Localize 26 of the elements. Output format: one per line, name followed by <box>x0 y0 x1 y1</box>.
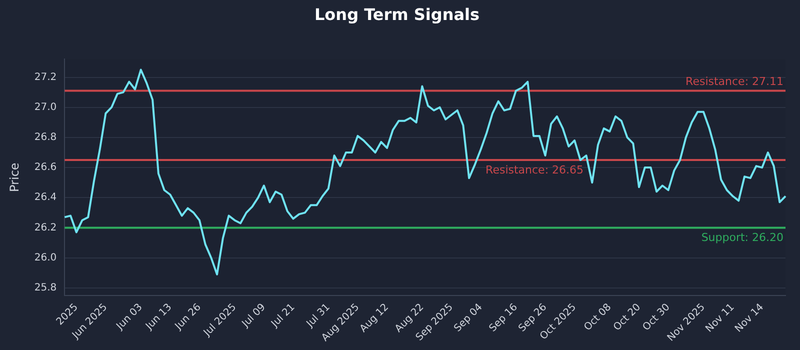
ref-line-label: Support: 26.20 <box>701 231 784 244</box>
y-tick-label: 26.0 <box>34 252 57 264</box>
y-tick-label: 26.8 <box>34 132 57 144</box>
y-tick-label: 25.8 <box>34 282 57 294</box>
y-tick-label: 27.0 <box>34 102 57 113</box>
x-tick-label: Oct 20 <box>612 302 643 334</box>
y-tick-label: 27.2 <box>34 72 57 83</box>
x-tick-label: Oct 30 <box>641 302 672 334</box>
x-tick-label: Sep 16 <box>488 302 520 334</box>
x-tick-label: Jul 09 <box>240 302 268 330</box>
ref-line-label: Resistance: 27.11 <box>686 75 784 88</box>
y-tick-label: 26.2 <box>34 222 57 234</box>
y-axis-title: Price <box>7 162 22 192</box>
x-tick-label: Jun 13 <box>143 302 174 333</box>
ref-line-label: Resistance: 26.65 <box>486 163 584 176</box>
x-tick-label: Jun 03 <box>114 302 145 333</box>
y-tick-label: 26.4 <box>34 192 57 204</box>
x-tick-label: Oct 08 <box>582 302 614 334</box>
chart-title: Long Term Signals <box>314 4 480 24</box>
x-tick-label: Jun 26 <box>172 302 204 333</box>
x-tick-label: Jul 31 <box>304 302 332 330</box>
x-tick-label: Aug 12 <box>358 302 391 335</box>
y-tick-label: 26.6 <box>34 162 57 174</box>
x-tick-label: Sep 04 <box>452 302 485 334</box>
x-tick-label: Nov 14 <box>733 302 766 335</box>
x-tick-label: Jul 21 <box>268 302 298 330</box>
